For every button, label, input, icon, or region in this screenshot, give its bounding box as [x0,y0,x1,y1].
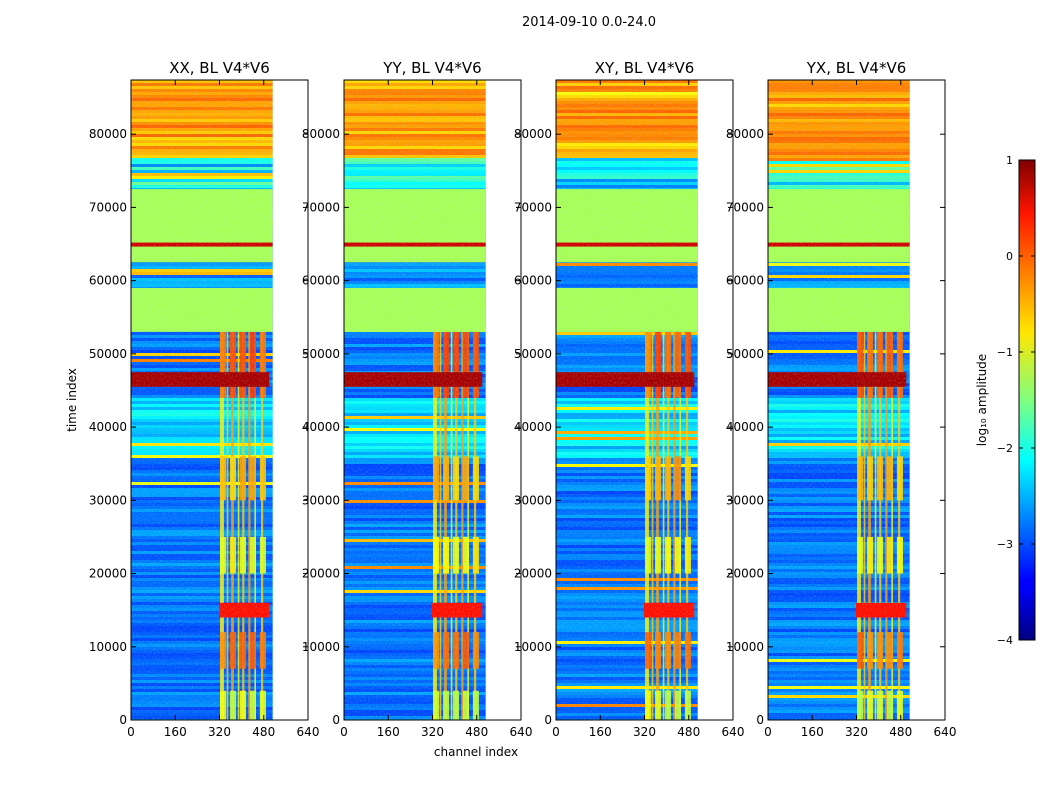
panels-group: XX, BL V4*V6 0 160 320 480 640 0 10000 20000 3000… [89,59,957,739]
x-tick-label: 160 [164,725,187,739]
x-tick-label: 0 [552,725,560,739]
y-tick-label: 10000 [302,640,340,654]
y-tick-label: 40000 [302,420,340,434]
x-tick-label: 0 [127,725,135,739]
y-tick-label: 20000 [89,567,127,581]
x-tick-label: 480 [677,725,700,739]
colorbar-tick-label: 0 [1006,250,1013,263]
y-tick-label: 40000 [89,420,127,434]
x-tick-label: 480 [465,725,488,739]
y-tick-label: 60000 [89,274,127,288]
y-tick-label: 80000 [726,127,764,141]
y-tick-label: 40000 [726,420,764,434]
x-tick-label: 320 [208,725,231,739]
y-tick-label: 0 [756,713,764,727]
y-tick-label: 30000 [302,493,340,507]
y-tick-label: 70000 [89,200,127,214]
x-tick-label: 640 [722,725,745,739]
x-tick-label: 480 [889,725,912,739]
y-tick-label: 60000 [726,274,764,288]
x-tick-label: 320 [845,725,868,739]
x-tick-label: 320 [633,725,656,739]
y-tick-label: 10000 [514,640,552,654]
colorbar-gradient [1018,159,1036,641]
y-tick-label: 10000 [89,640,127,654]
x-tick-label: 480 [252,725,275,739]
y-tick-label: 70000 [514,200,552,214]
panel-heatmap [556,80,698,720]
y-tick-label: 40000 [514,420,552,434]
x-axis-label: channel index [434,745,518,759]
colorbar-tick-label: −1 [997,346,1013,359]
y-tick-label: 0 [119,713,127,727]
panel-title: YY, BL V4*V6 [382,59,481,77]
y-tick-label: 50000 [89,347,127,361]
panel-heatmap [344,80,486,720]
x-tick-label: 0 [764,725,772,739]
noise-overlay [344,80,486,720]
y-tick-label: 20000 [514,567,552,581]
y-tick-label: 60000 [302,274,340,288]
panel-2: YY, BL V4*V6 0 160 320 480 640 0 10000 20000 3000… [302,59,533,739]
panel-title: XY, BL V4*V6 [595,59,695,77]
x-tick-label: 160 [589,725,612,739]
y-tick-label: 60000 [514,274,552,288]
y-tick-label: 80000 [514,127,552,141]
y-tick-label: 30000 [89,493,127,507]
panel-heatmap [131,80,273,720]
y-tick-label: 50000 [302,347,340,361]
x-tick-label: 160 [377,725,400,739]
panel-heatmap [768,80,910,720]
y-tick-label: 0 [544,713,552,727]
panel-title: XX, BL V4*V6 [169,59,270,77]
y-tick-label: 50000 [514,347,552,361]
y-axis-label: time index [65,368,79,432]
y-tick-label: 20000 [302,567,340,581]
panel-3: XY, BL V4*V6 0 160 320 480 640 0 10000 20000 3000… [514,59,745,739]
y-tick-label: 80000 [302,127,340,141]
y-tick-label: 0 [332,713,340,727]
y-tick-label: 30000 [726,493,764,507]
figure-suptitle: 2014-09-10 0.0-24.0 [522,15,656,30]
colorbar-tick-label: −4 [997,634,1013,647]
colorbar-tick-label: −2 [997,442,1013,455]
noise-overlay [131,80,273,720]
panel-1: XX, BL V4*V6 0 160 320 480 640 0 10000 20000 3000… [89,59,320,739]
y-tick-label: 70000 [302,200,340,214]
colorbar-tick-label: −3 [997,538,1013,551]
colorbar-tick-label: 1 [1006,154,1013,167]
colorbar-label: log₁₀ amplitude [975,354,989,446]
x-tick-label: 320 [421,725,444,739]
y-tick-label: 10000 [726,640,764,654]
colorbar-ticks: 1 0 −1 −2 −3 −4 [997,154,1035,647]
x-tick-label: 640 [510,725,533,739]
panel-4: YX, BL V4*V6 0 160 320 480 640 0 10000 20000 3000… [726,59,957,739]
x-tick-label: 640 [297,725,320,739]
y-tick-label: 50000 [726,347,764,361]
panel-title: YX, BL V4*V6 [806,59,907,77]
x-tick-label: 160 [801,725,824,739]
x-tick-label: 0 [340,725,348,739]
y-tick-label: 80000 [89,127,127,141]
noise-overlay [556,80,698,720]
x-tick-label: 640 [934,725,957,739]
y-tick-label: 30000 [514,493,552,507]
y-tick-label: 70000 [726,200,764,214]
noise-overlay [768,80,910,720]
colorbar: 1 0 −1 −2 −3 −4 log₁₀ amplitude [975,154,1036,647]
y-tick-label: 20000 [726,567,764,581]
